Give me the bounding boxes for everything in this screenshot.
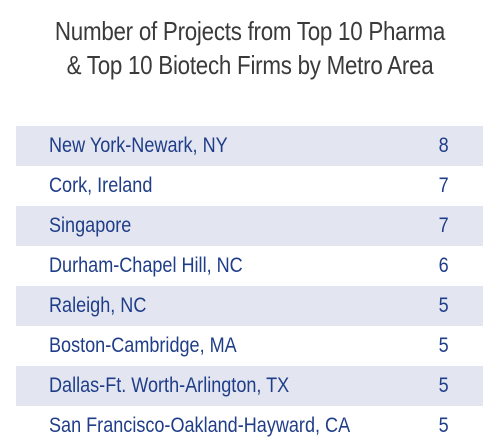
table-row: Cork, Ireland 7 — [16, 166, 483, 206]
row-label: New York-Newark, NY — [49, 134, 228, 157]
row-label: Boston-Cambridge, MA — [49, 334, 237, 357]
row-label: Durham-Chapel Hill, NC — [49, 254, 243, 277]
row-value: 7 — [438, 174, 449, 197]
table-row: Raleigh, NC 5 — [16, 286, 483, 326]
row-label: Dallas-Ft. Worth-Arlington, TX — [49, 374, 290, 397]
chart-title: Number of Projects from Top 10 Pharma & … — [35, 14, 465, 82]
row-value: 8 — [438, 134, 449, 157]
row-label: Singapore — [49, 214, 132, 237]
row-label: Cork, Ireland — [49, 174, 153, 197]
table-row: Boston-Cambridge, MA 5 — [16, 326, 483, 366]
table-row: Durham-Chapel Hill, NC 6 — [16, 246, 483, 286]
data-table: New York-Newark, NY 8 Cork, Ireland 7 Singap… — [16, 126, 483, 446]
row-value: 5 — [438, 414, 449, 437]
chart-title-line-2: & Top 10 Biotech Firms by Metro Area — [66, 50, 434, 80]
row-label: Raleigh, NC — [49, 294, 147, 317]
row-label: San Francisco-Oakland-Hayward, CA — [49, 414, 351, 437]
row-value: 7 — [438, 214, 449, 237]
table-row: San Francisco-Oakland-Hayward, CA 5 — [16, 406, 483, 446]
row-value: 6 — [438, 254, 449, 277]
chart-title-line-1: Number of Projects from Top 10 Pharma — [54, 16, 446, 46]
table-row: New York-Newark, NY 8 — [16, 126, 483, 166]
row-value: 5 — [438, 374, 449, 397]
row-value: 5 — [438, 294, 449, 317]
table-row: Dallas-Ft. Worth-Arlington, TX 5 — [16, 366, 483, 406]
row-value: 5 — [438, 334, 449, 357]
table-row: Singapore 7 — [16, 206, 483, 246]
